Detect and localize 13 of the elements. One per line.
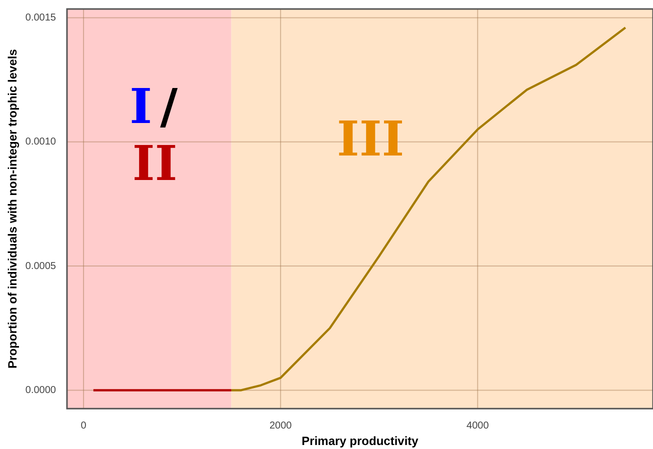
y-tick-label: 0.0015 xyxy=(25,12,56,24)
x-axis-title: Primary productivity xyxy=(302,434,419,448)
x-tick-label: 4000 xyxy=(466,420,490,432)
x-tick-label: 0 xyxy=(80,420,87,432)
y-tick-label: 0.0005 xyxy=(25,260,56,272)
y-tick-label: 0.0010 xyxy=(25,136,56,148)
annotation: II xyxy=(132,136,178,192)
y-axis-title: Proportion of individuals with non-integer trophic levels xyxy=(6,48,20,368)
annotation: / xyxy=(160,78,178,135)
annotation: I xyxy=(130,78,152,135)
y-tick-label: 0.0000 xyxy=(25,384,56,396)
x-tick-label: 2000 xyxy=(269,420,292,432)
annotation: III xyxy=(336,112,404,168)
